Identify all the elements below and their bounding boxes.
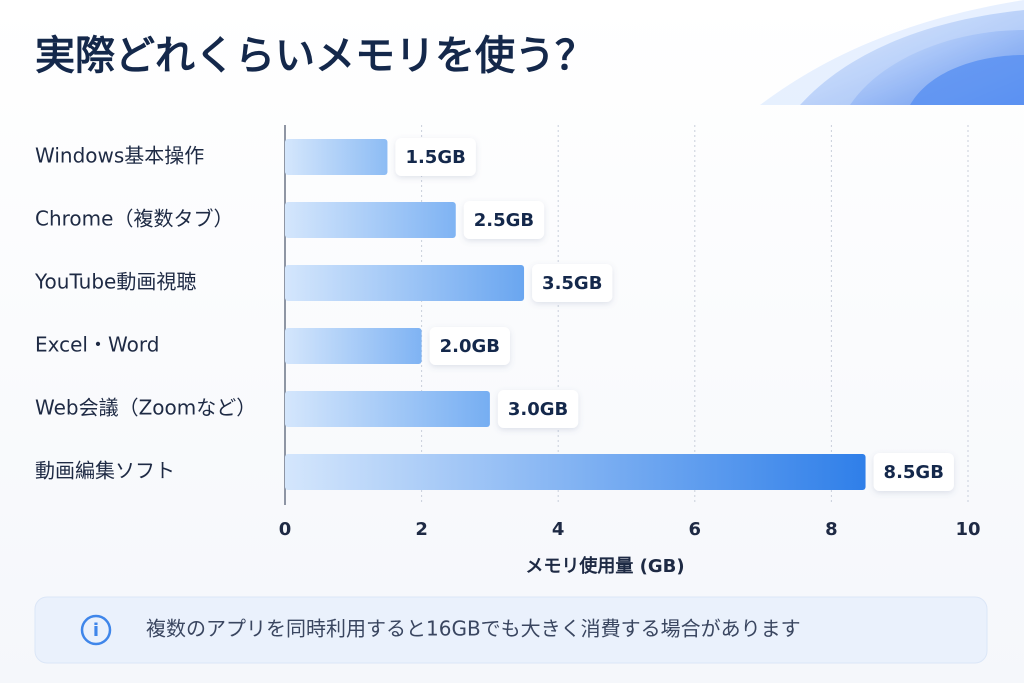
bar: [285, 454, 866, 490]
y-tick-label: 動画編集ソフト: [35, 459, 175, 483]
info-icon: [80, 614, 112, 646]
plot: 0 2 4 6 8 10 Windows基本操作 1.5GB Chrome（複数タブ） 2.5GB…: [34, 125, 981, 540]
y-tick-label: Windows基本操作: [35, 144, 204, 168]
note-box: [34, 596, 988, 664]
chart-title: 実際どれくらいメモリを使う？: [35, 33, 595, 79]
y-tick-label: Web会議（Zoomなど）: [35, 396, 256, 420]
x-tick-label: 4: [552, 519, 565, 540]
value-label: 3.0GB: [508, 399, 568, 420]
value-label-box: [497, 390, 579, 428]
value-label-box: [463, 201, 545, 239]
x-tick-label: 0: [279, 519, 292, 540]
value-label: 1.5GB: [405, 147, 465, 168]
bar: [285, 202, 456, 238]
y-tick-label: Excel・Word: [35, 333, 159, 357]
value-label-box: [395, 138, 476, 176]
info-icon-glyph: i: [93, 620, 99, 641]
x-axis-label: メモリ使用量 (GB): [525, 555, 684, 577]
x-tick-label: 8: [825, 519, 838, 540]
bar: [285, 391, 490, 427]
value-label: 8.5GB: [884, 462, 944, 483]
bar: [285, 139, 388, 175]
y-tick-label: YouTube動画視聴: [34, 270, 196, 294]
y-tick-label: Chrome（複数タブ）: [35, 207, 233, 231]
note-text: 複数のアプリを同時利用すると16GBでも大きく消費する場合があります: [146, 617, 801, 641]
x-tick-label: 10: [955, 519, 980, 540]
decoration: [760, 0, 1024, 105]
value-label-box: [873, 453, 954, 491]
x-tick-label: 6: [689, 519, 702, 540]
value-label: 3.5GB: [542, 273, 602, 294]
value-label-box: [532, 264, 613, 302]
value-label-box: [429, 327, 510, 365]
x-tick-label: 2: [415, 519, 428, 540]
bar: [285, 328, 422, 364]
bar: [285, 265, 525, 301]
value-label: 2.5GB: [474, 210, 534, 231]
value-label: 2.0GB: [440, 336, 500, 357]
